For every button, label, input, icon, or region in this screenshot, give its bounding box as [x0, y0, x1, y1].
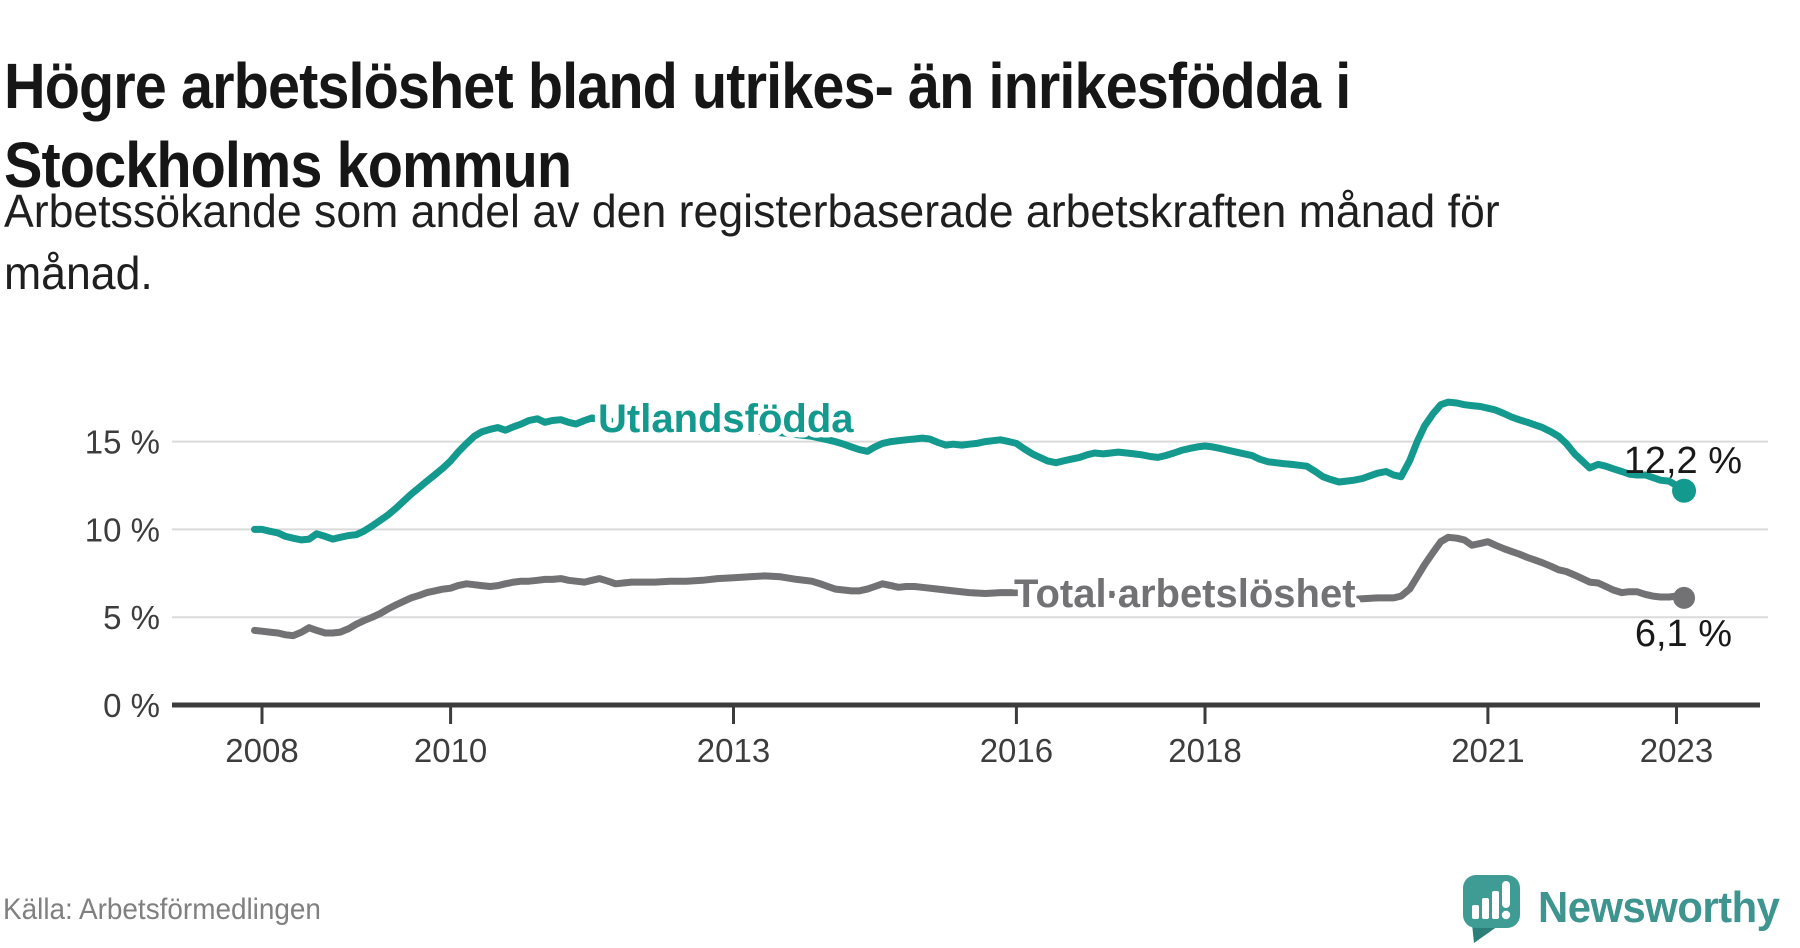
y-tick-label: 5 %: [103, 599, 160, 636]
x-tick-label: 2021: [1451, 732, 1524, 769]
title-line-2: Stockholms kommun: [4, 128, 572, 201]
end-value-label: 6,1 %: [1635, 613, 1732, 655]
end-value-label: 12,2 %: [1624, 440, 1742, 482]
newsworthy-wordmark: Newsworthy: [1537, 883, 1780, 932]
newsworthy-logo-icon: [1462, 875, 1520, 943]
x-tick-label: 2016: [980, 732, 1053, 769]
series-line-total: [251, 533, 1688, 640]
y-tick-label: 0 %: [103, 687, 160, 724]
x-tick-label: 2023: [1640, 732, 1713, 769]
x-tick-label: 2018: [1168, 732, 1241, 769]
y-tick-label: 10 %: [85, 511, 160, 548]
series-end-dot: [1673, 586, 1696, 609]
page-title: Högre arbetslöshet bland utrikes- än inr…: [4, 47, 1500, 205]
source-note: Källa: Arbetsförmedlingen: [3, 893, 321, 926]
chart-subtitle: Arbetssökande som andel av den registerb…: [4, 180, 1546, 304]
newsworthy-brand: Newsworthy: [1458, 872, 1792, 944]
y-tick-label: 15 %: [85, 424, 160, 461]
x-tick-label: 2010: [414, 732, 487, 769]
series-end-dot: [1672, 478, 1697, 503]
series-label: Total arbetslöshet: [1014, 572, 1356, 616]
series-line-utlandsfodda: [251, 398, 1688, 544]
subtitle-line-1: Arbetssökande som andel av den registerb…: [4, 185, 1500, 237]
subtitle-line-2: månad.: [4, 247, 153, 299]
x-tick-label: 2008: [225, 732, 298, 769]
title-line-1: Högre arbetslöshet bland utrikes- än inr…: [4, 49, 1351, 122]
x-tick-label: 2013: [697, 732, 770, 769]
series-label: Utlandsfödda: [598, 397, 854, 441]
